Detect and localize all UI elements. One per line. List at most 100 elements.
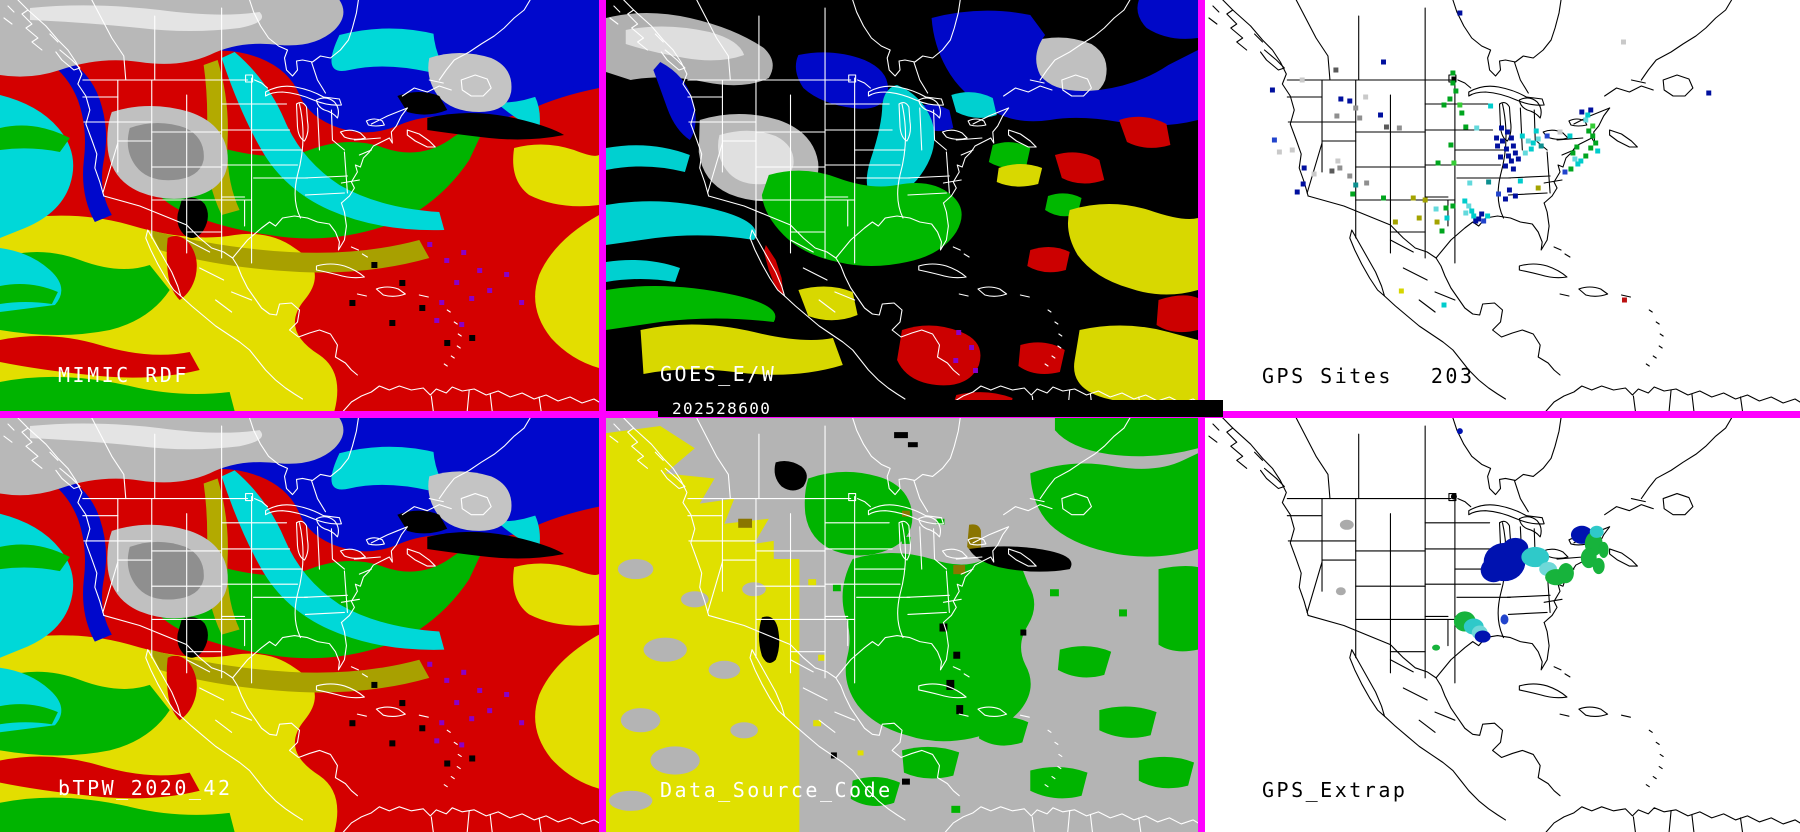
gps-site-dot	[1396, 125, 1402, 131]
gps-site-dot	[1301, 165, 1307, 171]
gps-site-dot	[1538, 143, 1544, 149]
timestamp-text: 202528600	[672, 399, 772, 418]
gps-site-dot	[1544, 133, 1550, 139]
gps-site-dot	[1469, 208, 1475, 214]
gps-site-dot	[1590, 133, 1596, 139]
gps-site-dot	[1353, 105, 1359, 111]
btpw-label: bTPW_2020_42	[58, 776, 233, 800]
gps-site-dot	[1294, 189, 1300, 195]
gps-site-dot	[1503, 146, 1509, 152]
gps-site-dot	[1535, 136, 1541, 142]
gps-extrap-blob	[1500, 614, 1509, 625]
gps-site-dot	[1488, 103, 1494, 109]
gps-site-dot	[1522, 150, 1528, 156]
gps-site-dot	[1392, 219, 1398, 225]
gps-site-dot	[1481, 218, 1487, 224]
timestamp-bar: 202528600	[658, 400, 1223, 417]
gps-site-dot	[1381, 195, 1386, 201]
panel-goes-ew	[606, 0, 1198, 411]
gps-site-dot	[1453, 88, 1459, 94]
gps-site-dot	[1568, 166, 1574, 172]
panel-data-source-code	[606, 418, 1198, 832]
gps-site-dot	[1512, 193, 1518, 199]
gps-site-dot	[1337, 165, 1343, 171]
gps-site-dot	[1500, 138, 1505, 144]
gps-site-dot	[1530, 140, 1536, 146]
gps-site-dot	[1269, 87, 1275, 93]
gps-site-dot	[1585, 112, 1591, 118]
gps-site-dot	[1434, 219, 1440, 225]
gps-site-dot	[1510, 166, 1516, 172]
gps-site-dot	[1588, 107, 1594, 113]
gps-site-dot	[1533, 128, 1539, 134]
gps-site-dot	[1311, 171, 1317, 177]
gps-site-dot	[1567, 133, 1573, 139]
data-source-field	[606, 418, 1198, 832]
gps-site-dot	[1451, 160, 1457, 166]
gps-extrap-label: GPS_Extrap	[1262, 778, 1408, 802]
gps-site-dot	[1474, 125, 1480, 131]
goes-ew-label: GOES_E/W	[660, 362, 777, 386]
mimic-tpw-field	[0, 0, 599, 411]
gps-site-dot	[1562, 169, 1568, 175]
gps-extrap-blob	[1480, 558, 1507, 583]
gps-site-dot	[1289, 147, 1295, 153]
gps-site-dot	[1448, 142, 1454, 148]
gps-site-dot	[1347, 173, 1353, 179]
gps-extrap-blob	[1432, 644, 1441, 651]
gps-site-dot	[1495, 143, 1501, 149]
gps-sites-label: GPS Sites 203	[1262, 364, 1475, 388]
panel-btpw	[0, 418, 599, 832]
gps-site-dot	[1473, 218, 1479, 224]
panel-mimic-rdf	[0, 0, 599, 411]
gps-site-dot	[1462, 198, 1468, 204]
panel-gps-sites	[1205, 0, 1800, 411]
gps-site-dot	[1422, 197, 1428, 203]
gps-site-dot	[1502, 196, 1508, 202]
gps-site-dot	[1499, 125, 1504, 131]
panel-gps-extrap	[1205, 418, 1800, 832]
gps-site-dot	[1350, 191, 1356, 197]
gps-site-dot	[1574, 144, 1580, 150]
gps-site-dot	[1485, 213, 1491, 219]
gps-site-dot	[1570, 150, 1576, 156]
gps-site-dot	[1450, 203, 1456, 209]
gps-site-dot	[1353, 182, 1359, 188]
gps-site-dot	[1557, 129, 1563, 135]
gps-site-dot	[1334, 113, 1340, 119]
gps-site-dot	[1347, 98, 1353, 104]
gps-site-dot	[1486, 179, 1492, 185]
gps-site-dot	[1525, 138, 1531, 144]
gps-site-dot	[1463, 210, 1469, 216]
gps-site-dot	[1378, 112, 1384, 118]
gps-site-dot	[1381, 59, 1386, 65]
gps-site-dot	[1450, 80, 1456, 86]
gps-site-dot	[1450, 70, 1456, 76]
gps-site-dot	[1595, 148, 1601, 154]
gps-extrap-blob	[1558, 563, 1574, 584]
gps-site-dot	[1443, 205, 1449, 211]
gps-extrap-blob	[1598, 541, 1609, 559]
gps-site-dot	[1579, 109, 1585, 115]
gps-site-dot	[1439, 228, 1445, 234]
gps-site-dot	[1383, 124, 1389, 130]
gps-site-dot	[1586, 128, 1592, 134]
gps-site-dot	[1588, 145, 1594, 151]
gps-site-dot	[1593, 140, 1599, 146]
gps-site-dot	[1583, 153, 1589, 159]
gps-site-dot	[1364, 180, 1370, 186]
gps-site-dot	[1706, 90, 1712, 96]
gps-site-dot	[1335, 158, 1341, 164]
gps-site-dot	[1467, 180, 1473, 186]
gps-site-dot	[1476, 216, 1482, 222]
gps-site-dot	[1333, 67, 1339, 73]
gps-site-markers	[1269, 10, 1712, 308]
gps-site-dot	[1441, 102, 1447, 108]
map-borders	[1208, 0, 1800, 411]
gps-site-dot	[1508, 158, 1514, 164]
gps-site-dot	[1517, 178, 1523, 184]
gps-extrap-blob	[1521, 546, 1550, 568]
gps-site-dot	[1519, 133, 1525, 139]
gps-site-dot	[1471, 213, 1477, 219]
gps-site-dot	[1572, 156, 1578, 162]
